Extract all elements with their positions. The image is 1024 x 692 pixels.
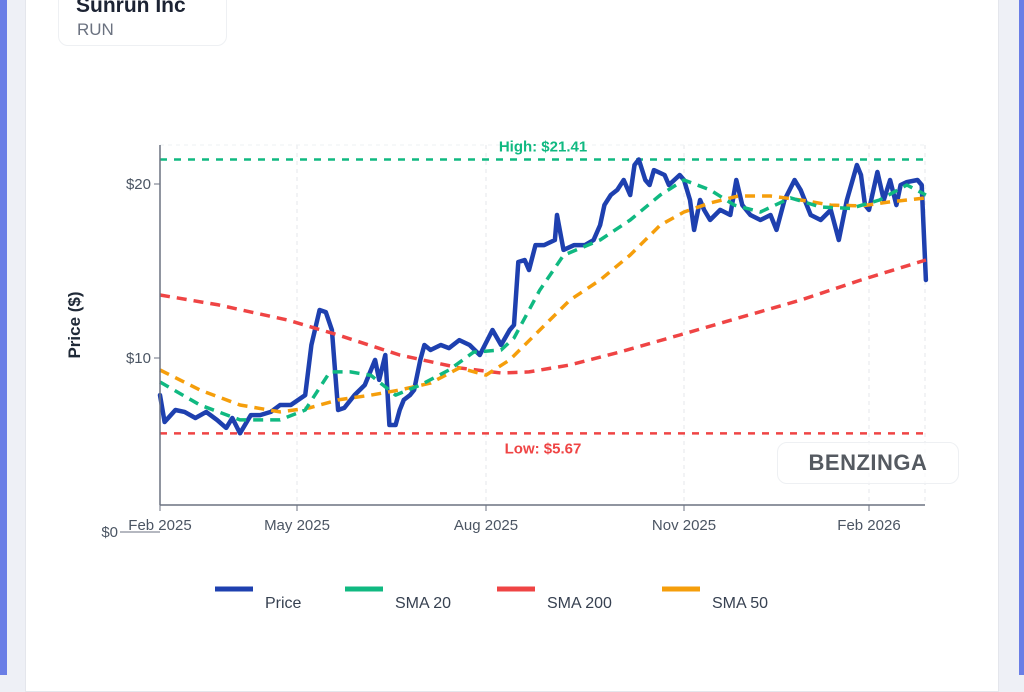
price-chart: High: $21.41 Low: $5.67 Feb 2025 May 2025 A… xyxy=(65,138,929,612)
x-tick-label: Aug 2025 xyxy=(454,517,518,534)
axes: Feb 2025 May 2025 Aug 2025 Nov 2025 Feb 2026… xyxy=(101,145,925,541)
ticker-symbol: RUN xyxy=(77,20,114,39)
company-name: Sunrun Inc xyxy=(76,0,186,17)
y-axis-label: Price ($) xyxy=(65,291,84,358)
series-lines xyxy=(157,157,929,436)
accent-border-right xyxy=(1019,0,1024,675)
x-tick-label: May 2025 xyxy=(264,517,330,534)
y-tick-label: $0 xyxy=(101,524,118,541)
legend-label: Price xyxy=(265,595,302,612)
x-tick-label: Feb 2026 xyxy=(837,517,900,534)
chart-card xyxy=(25,0,999,692)
benzinga-watermark: BENZINGA xyxy=(777,442,959,484)
y-tick-label: $20 xyxy=(126,176,151,193)
series-line-sma-200 xyxy=(159,258,927,375)
y-tick-label: $10 xyxy=(126,350,151,367)
legend-label: SMA 50 xyxy=(712,595,768,612)
legend-label: SMA 20 xyxy=(395,595,451,612)
high-label: High: $21.41 xyxy=(499,138,587,155)
legend-label: SMA 200 xyxy=(547,595,612,612)
accent-border-left xyxy=(0,0,7,675)
x-tick-label: Nov 2025 xyxy=(652,517,716,534)
x-tick-label: Feb 2025 xyxy=(128,517,191,534)
reference-lines: High: $21.41 Low: $5.67 xyxy=(160,138,925,457)
legend: Price SMA 20 SMA 200 SMA 50 xyxy=(215,586,768,612)
low-label: Low: $5.67 xyxy=(505,440,582,457)
series-line-sma-50 xyxy=(159,194,927,414)
stock-header xyxy=(58,0,227,46)
series-line-sma-20 xyxy=(159,178,927,422)
series-line-price xyxy=(157,157,929,436)
